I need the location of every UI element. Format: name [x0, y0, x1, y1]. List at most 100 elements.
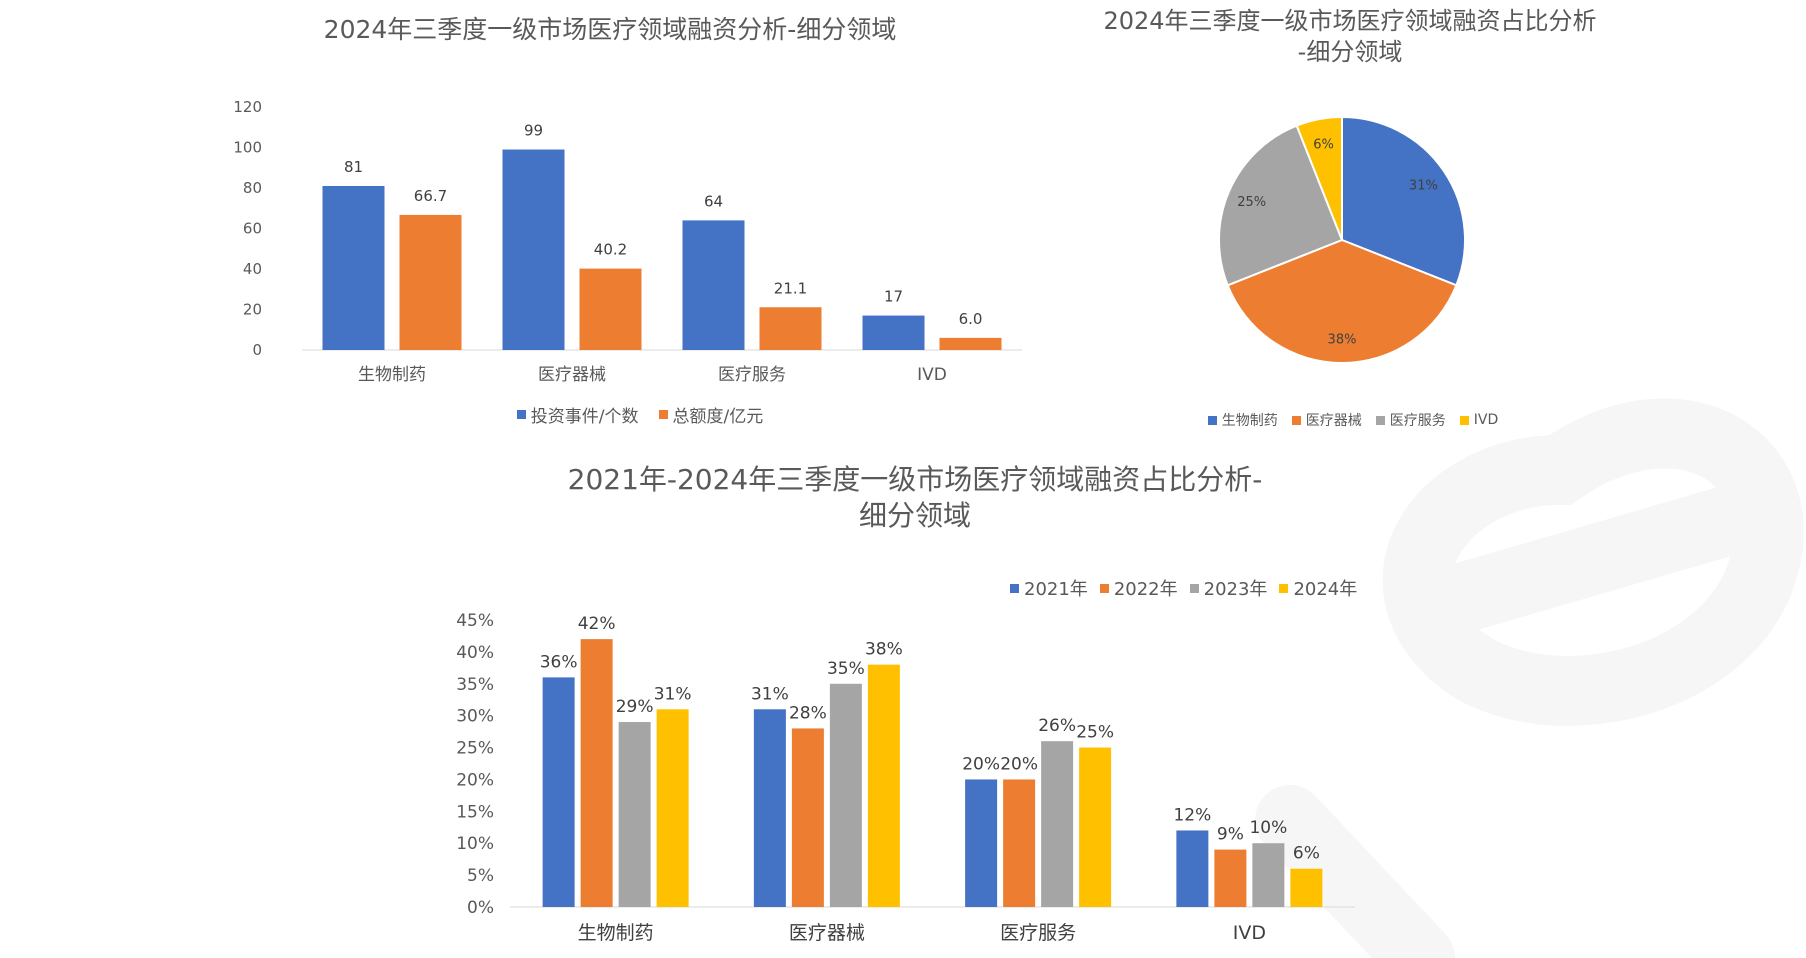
slice-label: 6% [1313, 137, 1334, 152]
legend-swatch [1207, 415, 1217, 425]
pie-slice [1226, 238, 1458, 365]
legend-item: 医疗器械 [1291, 410, 1362, 430]
slice-label: 25% [1237, 195, 1266, 210]
bar [867, 664, 900, 907]
legend-item: 生物制药 [1207, 410, 1278, 430]
y-tick-label: 35% [456, 675, 494, 695]
data-label: 26% [1038, 716, 1076, 736]
legend-label: 生物制药 [1221, 413, 1278, 429]
legend-swatch [516, 410, 526, 419]
bar [1214, 849, 1247, 907]
data-label: 28% [789, 703, 827, 723]
y-tick-label: 100 [233, 139, 262, 157]
bar [1041, 741, 1074, 907]
bar [829, 683, 862, 907]
bar [791, 728, 824, 907]
legend-item: IVD [1459, 412, 1498, 428]
legend-item: 2021年 [1010, 575, 1088, 601]
bar [580, 639, 613, 907]
bar [322, 185, 385, 350]
y-tick-label: 0% [467, 898, 494, 918]
legend-swatch [1279, 583, 1289, 593]
y-tick-label: 15% [456, 802, 494, 822]
legend-swatch [1375, 415, 1385, 425]
slice-label: 38% [1328, 332, 1357, 347]
legend-item: 2024年 [1279, 575, 1357, 601]
bar [759, 307, 822, 350]
x-tick-label: 医疗器械 [538, 365, 606, 385]
chart-3-title: 2021年-2024年三季度一级市场医疗领域融资占比分析- 细分领域 [500, 462, 1330, 535]
pie-slice [1218, 124, 1344, 287]
data-label: 99 [524, 122, 543, 140]
legend-swatch [1099, 583, 1109, 593]
data-label: 38% [865, 640, 903, 660]
data-label: 25% [1076, 723, 1114, 743]
data-label: 12% [1173, 805, 1211, 825]
data-label: 21.1 [774, 279, 807, 297]
chart-1-legend: 投资事件/个数 总额度/亿元 [500, 402, 800, 427]
legend-label: 医疗服务 [1389, 413, 1446, 429]
bar [656, 709, 689, 907]
bar [682, 220, 745, 350]
bar [1003, 779, 1036, 907]
bar [965, 779, 998, 907]
y-tick-label: 20 [243, 301, 262, 319]
y-tick-label: 10% [456, 834, 494, 854]
legend-item: 2022年 [1099, 575, 1178, 601]
y-tick-label: 20% [456, 770, 494, 790]
y-tick-label: 0 [252, 341, 262, 359]
bar [579, 268, 642, 350]
chart-3-title-line-1: 2021年-2024年三季度一级市场医疗领域融资占比分析- [567, 463, 1263, 496]
legend-label: 2023年 [1203, 579, 1268, 600]
y-tick-label: 45% [456, 611, 494, 631]
chart-2-title-line-1: 2024年三季度一级市场医疗领域融资占比分析 [1103, 7, 1597, 35]
data-label: 6% [1293, 844, 1320, 864]
data-label: 42% [578, 614, 616, 634]
legend-item: 2023年 [1189, 575, 1268, 601]
bar [1290, 868, 1323, 907]
data-label: 40.2 [594, 241, 627, 259]
chart-3-title-line-2: 细分领域 [858, 499, 971, 533]
data-label: 9% [1217, 825, 1244, 845]
bar [939, 337, 1002, 350]
data-label: 10% [1249, 818, 1287, 838]
y-tick-label: 40 [243, 260, 262, 278]
legend-swatch [658, 410, 668, 419]
legend-swatch [1291, 415, 1301, 425]
chart-yearly-share-bar: 2021年-2024年三季度一级市场医疗领域融资占比分析- 细分领域 2021年… [0, 450, 1806, 958]
chart-2-title-line-2: -细分领域 [1297, 38, 1403, 67]
data-label: 64 [704, 192, 723, 210]
y-tick-label: 5% [467, 866, 494, 886]
chart-1-plot: 0 20 40 60 80 100 120 81 66.7 生物制药 99 40.2 医疗器械 64 21.… [233, 98, 1022, 385]
legend-label: 2021年 [1024, 579, 1088, 600]
bar [399, 214, 462, 350]
pie-slice [1341, 115, 1466, 287]
legend-swatch [1189, 583, 1199, 593]
chart-2-plot: 31% 38% 25% 6% [1218, 115, 1466, 365]
data-label: 20% [1000, 754, 1038, 774]
x-tick-label: 生物制药 [358, 365, 426, 385]
bar [542, 677, 575, 907]
x-tick-label: 生物制药 [578, 922, 654, 944]
bar [1079, 747, 1112, 907]
chart-investment-bar: 2024年三季度一级市场医疗领域融资分析-细分领域 0 20 40 60 80 100 12… [0, 0, 1050, 440]
legend-label: 总额度/亿元 [672, 407, 764, 427]
bar [1252, 843, 1285, 907]
bar [1176, 830, 1209, 907]
y-tick-label: 80 [243, 179, 262, 197]
x-tick-label: IVD [917, 365, 947, 385]
data-label: 6.0 [959, 310, 983, 328]
bar [502, 149, 565, 350]
data-label: 17 [884, 288, 903, 306]
chart-3-plot: 0%5%10%15%20%25%30%35%40%45%36%42%29%31%… [456, 611, 1355, 944]
bar [618, 722, 651, 907]
y-tick-label: 60 [243, 220, 262, 238]
x-tick-label: 医疗服务 [718, 365, 786, 385]
chart-2-legend: 生物制药 医疗器械 医疗服务 IVD [1180, 410, 1540, 430]
data-label: 31% [654, 684, 692, 704]
legend-label: 2022年 [1113, 579, 1178, 600]
legend-label: 医疗器械 [1305, 413, 1362, 429]
slice-label: 31% [1409, 179, 1438, 194]
data-label: 29% [616, 697, 654, 717]
